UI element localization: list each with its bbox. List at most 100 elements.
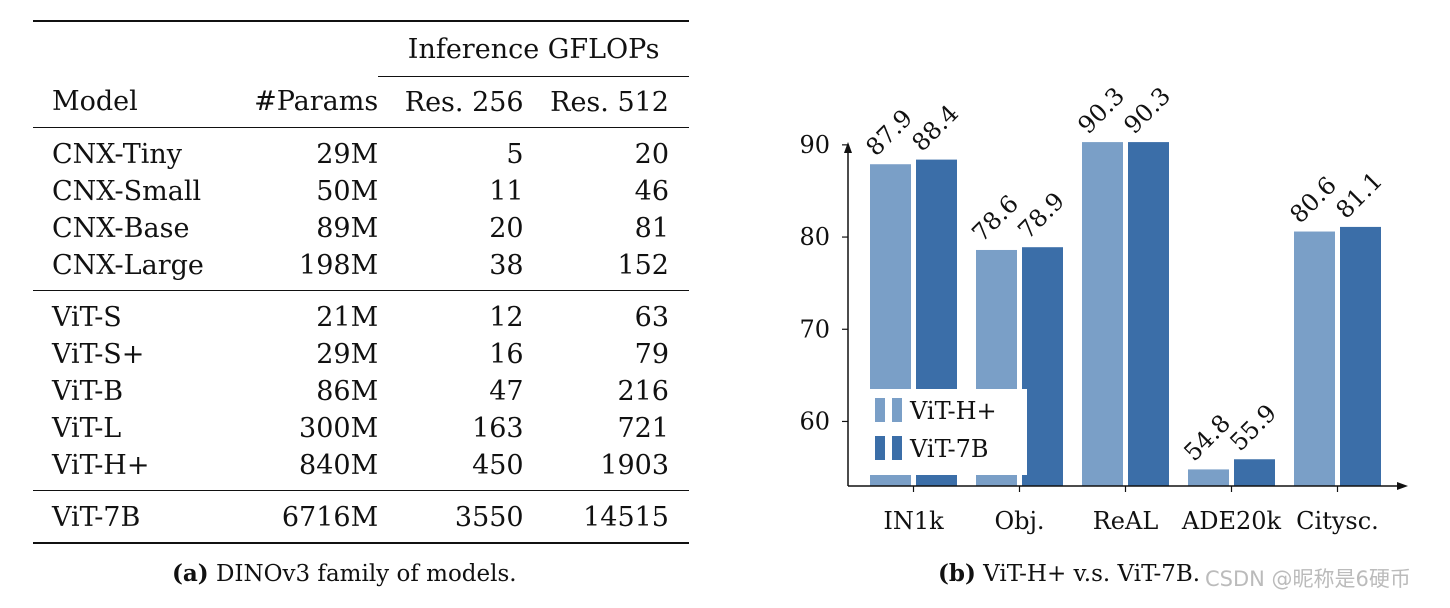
table-cell: 721 bbox=[617, 413, 669, 444]
table-cell: 89M bbox=[316, 213, 379, 244]
bar bbox=[1234, 459, 1275, 486]
table-cell: 38 bbox=[489, 250, 524, 281]
table-row: ViT-7B 6716M 3550 14515 bbox=[33, 490, 689, 543]
table-cell: 81 bbox=[634, 213, 669, 244]
table-cell: 46 bbox=[634, 176, 669, 207]
caption-b-label: (b) bbox=[938, 560, 976, 587]
data-label: 80.6 bbox=[1284, 171, 1342, 229]
bar bbox=[1082, 142, 1123, 486]
data-label: 78.9 bbox=[1012, 187, 1070, 245]
x-tick-label: ADE20k bbox=[1181, 507, 1282, 535]
table-column-header-row: Model #Params Res. 256 Res. 512 bbox=[33, 77, 689, 128]
caption-b-text: ViT-H+ v.s. ViT-7B. bbox=[983, 561, 1201, 587]
column-header: Res. 512 bbox=[550, 86, 669, 118]
table-cell: 79 bbox=[634, 339, 669, 370]
table-cell: 20 bbox=[634, 139, 669, 170]
bar bbox=[916, 159, 957, 486]
empty-cell bbox=[241, 21, 379, 77]
bar bbox=[870, 164, 911, 487]
y-tick-label: 80 bbox=[799, 223, 830, 251]
table-cell: 5 bbox=[506, 139, 524, 170]
data-label: 90.3 bbox=[1118, 82, 1176, 140]
caption-a-label: (a) bbox=[172, 560, 209, 587]
table-cell: CNX-Base bbox=[52, 213, 190, 244]
data-label: 55.9 bbox=[1224, 399, 1282, 457]
watermark: CSDN @昵称是6硬币 bbox=[1205, 567, 1411, 591]
table-cell: 20 bbox=[489, 213, 524, 244]
group-header-inference-gflops: Inference GFLOPs bbox=[378, 21, 689, 77]
y-tick-label: 70 bbox=[799, 315, 830, 343]
legend-swatch bbox=[875, 398, 885, 422]
legend-swatch bbox=[892, 398, 902, 422]
bar bbox=[1340, 226, 1381, 486]
caption-a-text: DINOv3 family of models. bbox=[215, 561, 517, 587]
legend-swatch bbox=[892, 436, 902, 460]
table-cell: 14515 bbox=[583, 502, 669, 533]
table-cell: CNX-Tiny bbox=[52, 139, 182, 170]
y-tick-label: 60 bbox=[799, 407, 830, 435]
bar bbox=[1022, 247, 1063, 486]
table-cell: ViT-S bbox=[52, 302, 122, 333]
data-label: 81.1 bbox=[1330, 167, 1388, 225]
table-group-header-row: Inference GFLOPs bbox=[33, 21, 689, 77]
table-cell: 3550 bbox=[454, 502, 524, 533]
models-table: Inference GFLOPs Model #Params Res. 256 Res.… bbox=[33, 20, 689, 544]
table-cell: 11 bbox=[489, 176, 524, 207]
legend-label: ViT-H+ bbox=[909, 397, 997, 425]
models-table-panel: Inference GFLOPs Model #Params Res. 256 Res.… bbox=[33, 20, 689, 544]
table-row: CNX-Base 89M 20 81 bbox=[33, 210, 689, 247]
table-cell: 152 bbox=[617, 250, 669, 281]
table-cell: 216 bbox=[617, 376, 669, 407]
table-cell: 29M bbox=[316, 139, 379, 170]
table-cell: CNX-Large bbox=[52, 250, 204, 281]
x-tick-label: IN1k bbox=[883, 507, 944, 535]
caption-b: (b) ViT-H+ v.s. ViT-7B. bbox=[938, 560, 1200, 587]
table-cell: 29M bbox=[316, 339, 379, 370]
table-cell: ViT-L bbox=[52, 413, 122, 444]
legend-box bbox=[868, 389, 1027, 475]
y-axis-arrow bbox=[844, 142, 852, 153]
table-row: ViT-L 300M 163 721 bbox=[33, 410, 689, 447]
x-tick-label: ReAL bbox=[1093, 507, 1159, 535]
table-cell: ViT-B bbox=[52, 376, 124, 407]
table-cell: 47 bbox=[489, 376, 524, 407]
data-label: 78.6 bbox=[966, 190, 1024, 248]
table-cell: 163 bbox=[472, 413, 524, 444]
table-cell: 12 bbox=[489, 302, 524, 333]
data-label: 87.9 bbox=[860, 104, 918, 162]
table-cell: 6716M bbox=[281, 502, 379, 533]
data-label: 88.4 bbox=[906, 99, 964, 157]
empty-cell bbox=[33, 21, 241, 77]
legend-swatch bbox=[875, 436, 885, 460]
table-cell: 50M bbox=[316, 176, 379, 207]
table-cell: 198M bbox=[299, 250, 379, 281]
table-cell: 16 bbox=[489, 339, 524, 370]
table-row: CNX-Small 50M 11 46 bbox=[33, 173, 689, 210]
column-header: #Params bbox=[254, 86, 379, 118]
table-row: CNX-Tiny 29M 5 20 bbox=[33, 127, 689, 174]
table-cell: 300M bbox=[299, 413, 379, 444]
y-tick-label: 90 bbox=[799, 131, 830, 159]
table-cell: 21M bbox=[316, 302, 379, 333]
bar bbox=[1128, 142, 1169, 486]
table-cell: 63 bbox=[634, 302, 669, 333]
table-cell: ViT-S+ bbox=[52, 339, 145, 370]
column-header: Model bbox=[52, 86, 138, 118]
column-header: Res. 256 bbox=[404, 86, 524, 118]
bar bbox=[1294, 231, 1335, 486]
x-axis-arrow bbox=[1397, 482, 1408, 490]
table-row: ViT-B 86M 47 216 bbox=[33, 373, 689, 410]
table-row: ViT-H+ 840M 450 1903 bbox=[33, 447, 689, 491]
table-row: ViT-S 21M 12 63 bbox=[33, 290, 689, 337]
x-tick-label: Citysc. bbox=[1296, 507, 1379, 535]
table-cell: ViT-H+ bbox=[52, 450, 150, 481]
caption-a: (a) DINOv3 family of models. bbox=[172, 560, 517, 587]
table-cell: 840M bbox=[299, 450, 379, 481]
table-row: CNX-Large 198M 38 152 bbox=[33, 247, 689, 291]
table-cell: 86M bbox=[316, 376, 379, 407]
data-label: 90.3 bbox=[1072, 82, 1130, 140]
table-cell: 450 bbox=[472, 450, 524, 481]
bar bbox=[1188, 469, 1229, 486]
table-row: ViT-S+ 29M 16 79 bbox=[33, 336, 689, 373]
table-cell: CNX-Small bbox=[52, 176, 202, 207]
